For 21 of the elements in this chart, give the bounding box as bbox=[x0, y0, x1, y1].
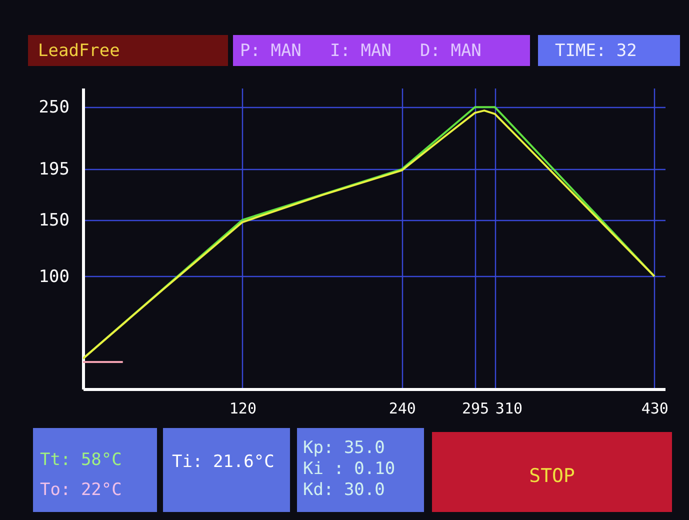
x-tick-label: 430 bbox=[641, 400, 668, 418]
x-tick-label: 120 bbox=[229, 400, 256, 418]
y-tick-label: 250 bbox=[38, 98, 70, 118]
y-tick-label: 195 bbox=[38, 160, 70, 180]
text: TIME: 32 bbox=[555, 41, 637, 61]
text: Kd: 30.0 bbox=[303, 480, 385, 500]
text: To: 22°C bbox=[40, 480, 122, 500]
text: Kp: 35.0 bbox=[303, 438, 385, 458]
text: STOP bbox=[529, 465, 575, 487]
y-tick-label: 100 bbox=[38, 266, 70, 287]
text: Tt: 58°C bbox=[40, 450, 122, 470]
text: I: MAN bbox=[330, 41, 392, 61]
text: LeadFree bbox=[38, 41, 120, 61]
x-tick-label: 310 bbox=[495, 400, 523, 418]
text: P: MAN bbox=[240, 41, 302, 61]
x-tick-label: 295 bbox=[462, 400, 490, 418]
text: D: MAN bbox=[420, 41, 482, 61]
y-tick-label: 150 bbox=[38, 210, 70, 230]
x-tick-label: 240 bbox=[388, 400, 416, 418]
text: Ki : 0.10 bbox=[303, 459, 396, 479]
text: Ti: 21.6°C bbox=[172, 452, 274, 472]
